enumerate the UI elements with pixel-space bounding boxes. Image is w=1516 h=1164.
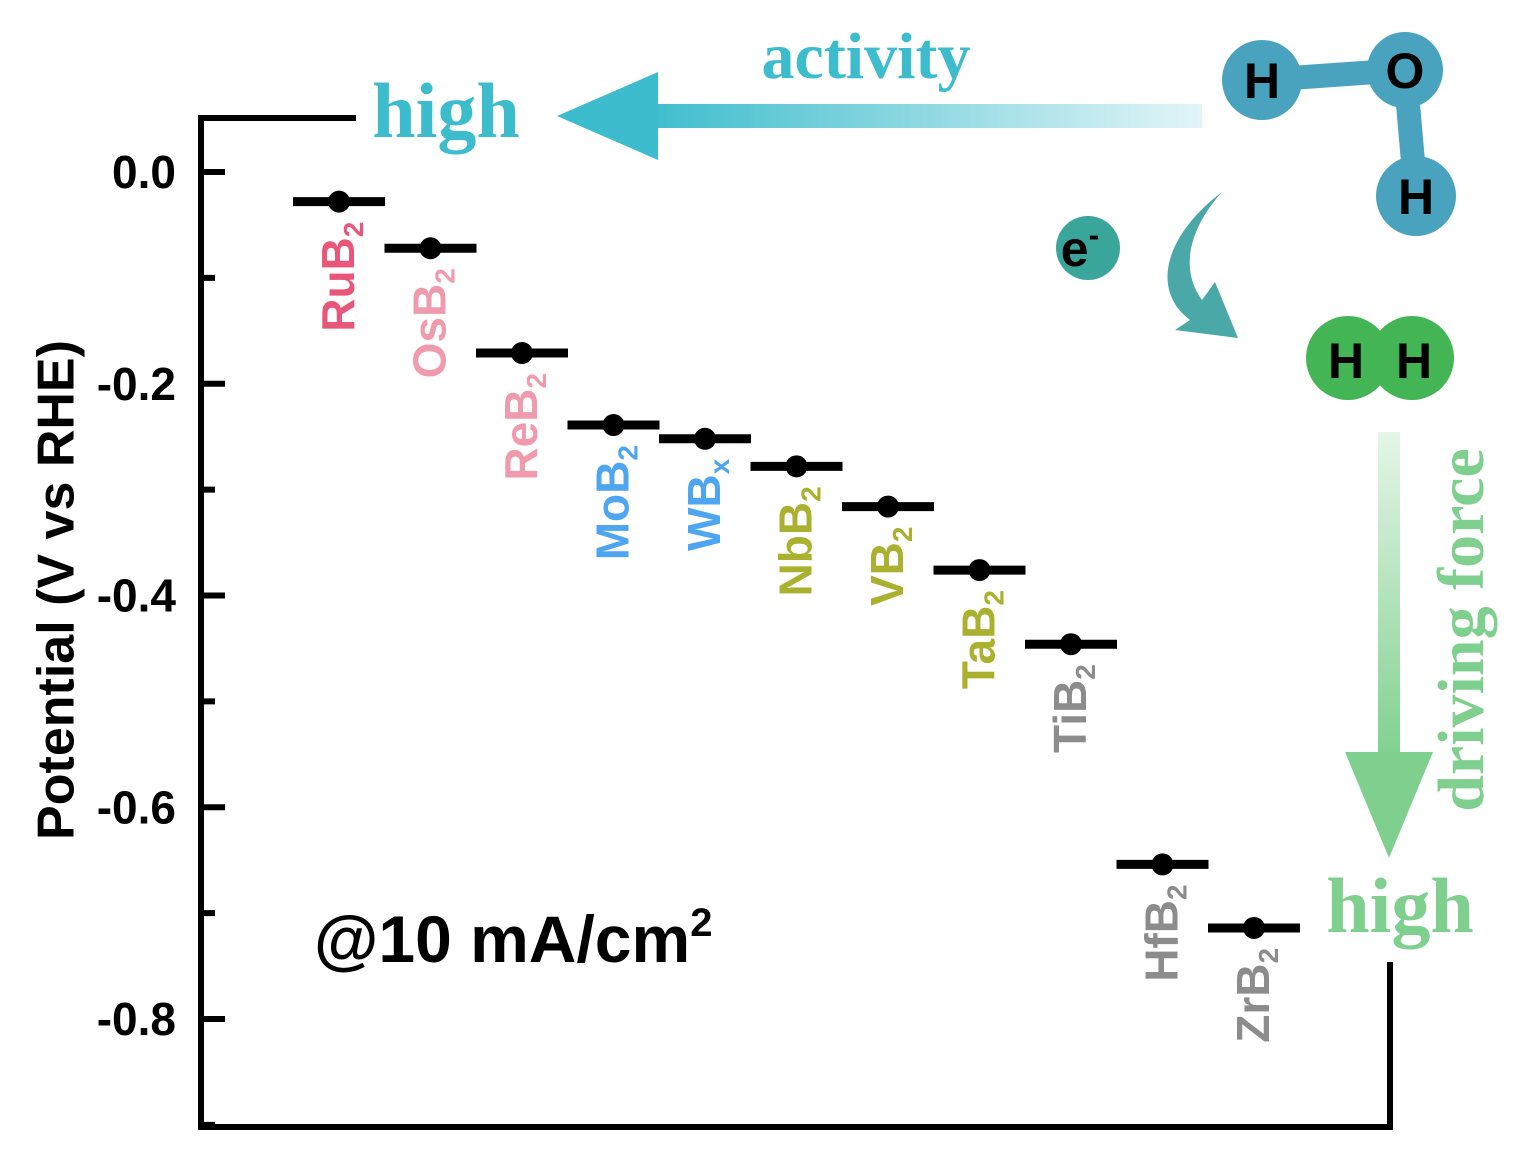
hydrogen-atom-1	[1306, 316, 1390, 400]
material-label-nbb: NbB2	[770, 486, 827, 596]
material-name: TaB	[953, 606, 1005, 690]
water-molecule-icon: H O H	[1222, 32, 1456, 236]
water-atom-h1	[1222, 40, 1302, 120]
data-point-vb	[877, 495, 899, 518]
curved-arrow-icon	[1167, 192, 1238, 338]
axes-frame	[198, 115, 1393, 1130]
material-subscript: 2	[338, 222, 369, 238]
data-point-tab	[968, 559, 991, 582]
activity-label: activity	[762, 20, 971, 93]
water-atom-h2	[1376, 156, 1456, 236]
material-name: HfB	[1136, 900, 1188, 982]
data-point-tib	[1060, 633, 1082, 656]
driving-arrow-head	[1345, 752, 1433, 858]
water-h1-label: H	[1244, 53, 1280, 109]
material-subscript: 2	[1070, 664, 1101, 680]
material-label-osb: OsB2	[404, 268, 461, 378]
y-tick-label: -0.4	[97, 570, 177, 622]
condition-superscript: 2	[690, 901, 712, 945]
data-point-wb	[694, 427, 716, 450]
activity-arrow: activity high	[372, 20, 1202, 160]
material-name: ZrB	[1227, 964, 1279, 1043]
material-label-mob: MoB2	[587, 445, 644, 560]
material-name: NbB	[770, 502, 822, 597]
y-tick-label: -0.2	[97, 358, 176, 410]
hydrogen-atom-2	[1370, 316, 1454, 400]
driving-force-label: driving force	[1425, 448, 1498, 812]
data-point-reb	[511, 342, 533, 365]
material-subscript: 2	[521, 373, 552, 389]
material-name: OsB	[404, 284, 456, 379]
material-subscript: 2	[1253, 948, 1284, 964]
hydrogen-molecule-icon: H H	[1306, 316, 1454, 400]
water-h2-label: H	[1398, 169, 1434, 225]
electron-label: e-	[1061, 217, 1099, 277]
material-label-wb: WBx	[678, 458, 735, 551]
material-label-vb: VB2	[861, 527, 918, 606]
material-labels: RuB2OsB2ReB2MoB2WBxNbB2VB2TaB2TiB2HfB2Zr…	[312, 222, 1284, 1043]
material-subscript: 2	[796, 486, 827, 502]
electron-symbol: e	[1061, 221, 1089, 277]
activity-arrow-head	[557, 72, 658, 160]
driving-high-label: high	[1326, 862, 1473, 949]
water-o-label: O	[1386, 43, 1425, 99]
material-subscript: 2	[887, 527, 918, 543]
condition-label: @10 mA/cm2	[314, 901, 712, 976]
material-label-reb: ReB2	[495, 373, 552, 481]
data-point-nbb	[785, 455, 808, 478]
driving-arrow-shaft	[1378, 432, 1400, 762]
material-label-rub: RuB2	[312, 222, 369, 332]
electron-circle	[1056, 216, 1120, 280]
electron-superscript: -	[1089, 217, 1100, 253]
material-label-tib: TiB2	[1044, 664, 1101, 753]
y-axis-title: Potential (V vs RHE)	[28, 340, 86, 840]
data-point-rub	[328, 190, 350, 213]
data-point-hfb	[1151, 853, 1174, 876]
material-label-tab: TaB2	[953, 590, 1010, 689]
data-point-osb	[419, 237, 442, 260]
water-atom-o	[1367, 32, 1443, 108]
material-subscript: 2	[1162, 884, 1193, 900]
material-subscript: 2	[979, 590, 1010, 606]
material-name: TiB	[1044, 680, 1096, 753]
y-tick-label: 0.0	[112, 146, 176, 198]
data-marks	[293, 190, 1300, 939]
material-subscript: 2	[613, 445, 644, 461]
activity-high-label: high	[372, 67, 519, 154]
electron-icon: e-	[1056, 216, 1120, 280]
condition-text: @10 mA/cm	[314, 902, 690, 976]
material-name: ReB	[495, 389, 547, 481]
activity-arrow-shaft	[640, 104, 1202, 128]
material-name: VB	[861, 542, 913, 606]
material-name: RuB	[312, 237, 364, 332]
material-subscript: 2	[430, 268, 461, 284]
y-tick-label: -0.6	[97, 781, 176, 833]
material-subscript: x	[704, 458, 735, 474]
hydrogen-h1-label: H	[1328, 333, 1364, 389]
material-label-zrb: ZrB2	[1227, 948, 1284, 1043]
data-point-mob	[602, 414, 625, 437]
hydrogen-h2-label: H	[1396, 333, 1432, 389]
y-axis-tick-labels: 0.0 -0.2 -0.4 -0.6 -0.8	[97, 146, 177, 1045]
y-axis-ticks	[201, 169, 225, 1128]
driving-force-arrow: driving force high	[1326, 432, 1498, 949]
material-name: WB	[678, 474, 730, 551]
material-name: MoB	[587, 461, 639, 561]
data-point-zrb	[1243, 916, 1265, 939]
y-tick-label: -0.8	[97, 993, 176, 1045]
material-label-hfb: HfB2	[1136, 884, 1193, 981]
